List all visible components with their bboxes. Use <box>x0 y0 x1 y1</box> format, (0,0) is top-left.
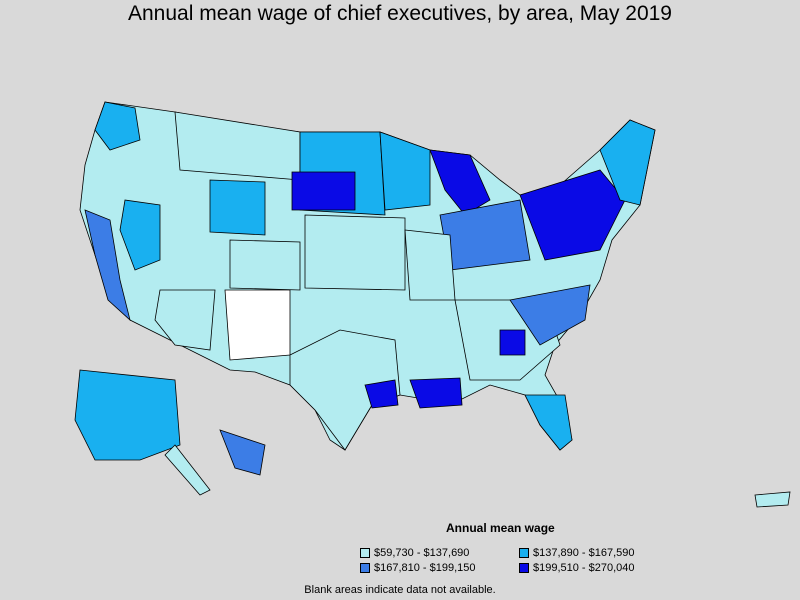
map-title: Annual mean wage of chief executives, by… <box>128 2 672 25</box>
region-northeast <box>519 169 626 261</box>
region-alaska <box>74 369 181 461</box>
legend-item-2: $137,890 - $167,590 <box>519 546 635 560</box>
region-midwest-south <box>404 229 456 301</box>
region-carolinas <box>509 284 591 346</box>
legend-item-3: $167,810 - $199,150 <box>360 561 476 575</box>
legend-swatch-2 <box>519 548 529 558</box>
legend-item-1: $59,730 - $137,690 <box>360 546 469 560</box>
region-pacific-nw <box>94 101 141 151</box>
region-alaska-panhandle <box>164 444 211 496</box>
legend-swatch-4 <box>519 563 529 573</box>
legend-label-2: $137,890 - $167,590 <box>533 547 635 559</box>
region-arizona <box>154 289 216 351</box>
region-minnesota <box>379 131 431 211</box>
region-louisiana <box>409 377 463 409</box>
legend-label-3: $167,810 - $199,150 <box>374 562 476 574</box>
region-kansas-nebraska <box>304 214 406 291</box>
legend-title: Annual mean wage <box>446 521 555 535</box>
legend-swatch-3 <box>360 563 370 573</box>
legend-label-1: $59,730 - $137,690 <box>374 547 470 559</box>
region-sd-center <box>291 171 356 211</box>
region-hawaii <box>219 429 266 476</box>
legend-swatch-1 <box>360 548 370 558</box>
region-puerto-rico <box>754 491 791 508</box>
region-atlanta <box>499 329 526 356</box>
region-new-england <box>599 119 656 206</box>
region-california-coast <box>84 209 131 322</box>
region-montana <box>174 111 301 181</box>
blank-areas-note: Blank areas indicate data not available. <box>304 584 496 596</box>
legend-item-4: $199,510 - $270,040 <box>519 561 635 575</box>
region-wyoming <box>209 179 266 236</box>
legend-label-4: $199,510 - $270,040 <box>533 562 635 574</box>
region-nevada <box>119 199 161 271</box>
region-florida <box>524 394 573 451</box>
region-michigan <box>429 149 491 216</box>
region-houston <box>364 379 399 409</box>
region-colorado <box>229 239 301 291</box>
map-regions <box>74 101 791 508</box>
region-new-mexico <box>224 289 291 361</box>
